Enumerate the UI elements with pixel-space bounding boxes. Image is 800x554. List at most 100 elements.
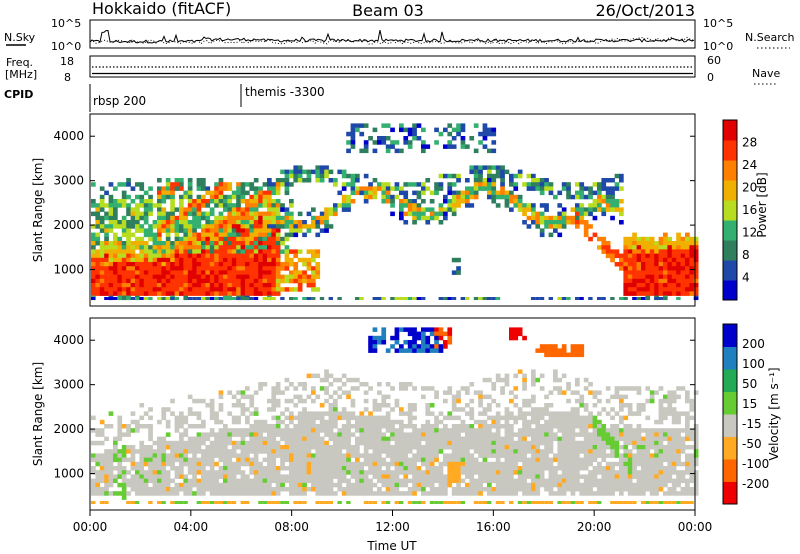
- velocity-cell: [372, 340, 378, 345]
- velocity-cell: [676, 440, 681, 446]
- power-cell: [245, 283, 250, 288]
- velocity-cell: [544, 501, 549, 504]
- power-cell: [121, 274, 127, 280]
- power-cell: [170, 228, 175, 233]
- power-cell: [258, 203, 263, 208]
- velocity-cell: [685, 478, 690, 484]
- power-cell: [377, 297, 382, 300]
- power-cell: [297, 220, 303, 225]
- velocity-cell: [412, 474, 417, 479]
- velocity-cell: [676, 482, 681, 488]
- velocity-cell: [390, 445, 395, 450]
- velocity-cell: [663, 436, 668, 442]
- power-cell: [157, 283, 162, 288]
- velocity-cell: [165, 478, 171, 484]
- velocity-cell: [513, 470, 519, 475]
- velocity-cell: [456, 445, 461, 450]
- velocity-cell: [311, 386, 316, 391]
- power-cell: [561, 220, 567, 225]
- power-cell: [680, 270, 686, 275]
- velocity-cell: [500, 436, 505, 442]
- power-cell: [231, 190, 237, 196]
- power-cell: [350, 127, 356, 133]
- velocity-cell: [170, 411, 175, 416]
- velocity-cell: [381, 501, 386, 504]
- velocity-cell: [685, 491, 690, 496]
- velocity-cell: [245, 386, 250, 391]
- velocity-cell: [341, 415, 347, 421]
- velocity-cell: [601, 487, 607, 492]
- power-cell: [223, 295, 228, 301]
- velocity-cell: [434, 432, 439, 437]
- power-cell: [143, 249, 149, 254]
- velocity-cell: [487, 440, 492, 446]
- power-cell: [557, 224, 563, 229]
- velocity-cell: [416, 436, 422, 442]
- velocity-cell: [319, 491, 325, 496]
- velocity-cell: [632, 386, 637, 391]
- power-cell: [517, 173, 523, 179]
- power-cell: [297, 274, 303, 280]
- velocity-cell: [473, 470, 479, 475]
- velocity-cell: [469, 432, 475, 437]
- velocity-cell: [597, 445, 602, 450]
- power-cell: [139, 287, 145, 292]
- velocity-cell: [416, 344, 422, 349]
- velocity-cell: [619, 386, 624, 391]
- velocity-cell: [487, 449, 492, 454]
- velocity-cell: [693, 449, 699, 454]
- velocity-cell: [227, 390, 233, 395]
- velocity-cell: [368, 436, 373, 442]
- power-cell: [192, 297, 197, 300]
- power-cell: [183, 266, 189, 271]
- velocity-cell: [377, 415, 382, 421]
- power-cell: [227, 257, 233, 263]
- power-cell: [491, 194, 497, 200]
- power-cell: [253, 270, 259, 275]
- velocity-cell: [478, 424, 483, 429]
- power-cell: [685, 249, 690, 254]
- velocity-cell: [179, 415, 184, 421]
- velocity-cell: [394, 449, 400, 454]
- velocity-cell: [579, 419, 585, 425]
- velocity-cell: [139, 445, 145, 450]
- power-cell: [253, 194, 259, 200]
- power-cell: [236, 182, 241, 187]
- velocity-cell: [280, 445, 285, 450]
- velocity-cell: [258, 491, 263, 496]
- velocity-cell: [280, 487, 285, 492]
- velocity-cell: [509, 466, 514, 471]
- power-cell: [187, 270, 193, 275]
- power-cell: [579, 215, 585, 221]
- velocity-cell: [693, 470, 699, 475]
- power-cell: [627, 278, 633, 284]
- power-cell: [500, 194, 505, 200]
- velocity-cell: [372, 335, 378, 341]
- velocity-cell: [394, 331, 400, 337]
- velocity-cell: [504, 491, 510, 496]
- velocity-cell: [249, 491, 255, 496]
- power-cell: [302, 278, 307, 284]
- velocity-cell: [359, 382, 365, 387]
- velocity-cell: [438, 491, 444, 496]
- power-cell: [95, 236, 101, 242]
- power-cell: [196, 194, 202, 200]
- velocity-cell: [99, 440, 105, 446]
- velocity-cell: [346, 445, 351, 450]
- velocity-cell: [337, 415, 343, 421]
- velocity-cell: [245, 474, 250, 479]
- velocity-cell: [214, 474, 219, 479]
- power-cell: [95, 211, 101, 217]
- velocity-cell: [421, 331, 426, 337]
- velocity-cell: [205, 501, 210, 504]
- power-cell: [385, 190, 391, 196]
- velocity-cell: [346, 457, 351, 463]
- power-cell: [161, 249, 167, 254]
- velocity-ylabel: Slant Range [km]: [31, 362, 45, 466]
- velocity-cell: [447, 482, 453, 488]
- power-cell: [526, 207, 532, 212]
- velocity-cell: [328, 424, 334, 429]
- power-cell: [218, 211, 224, 217]
- velocity-cell: [495, 373, 501, 379]
- power-cell: [289, 297, 294, 300]
